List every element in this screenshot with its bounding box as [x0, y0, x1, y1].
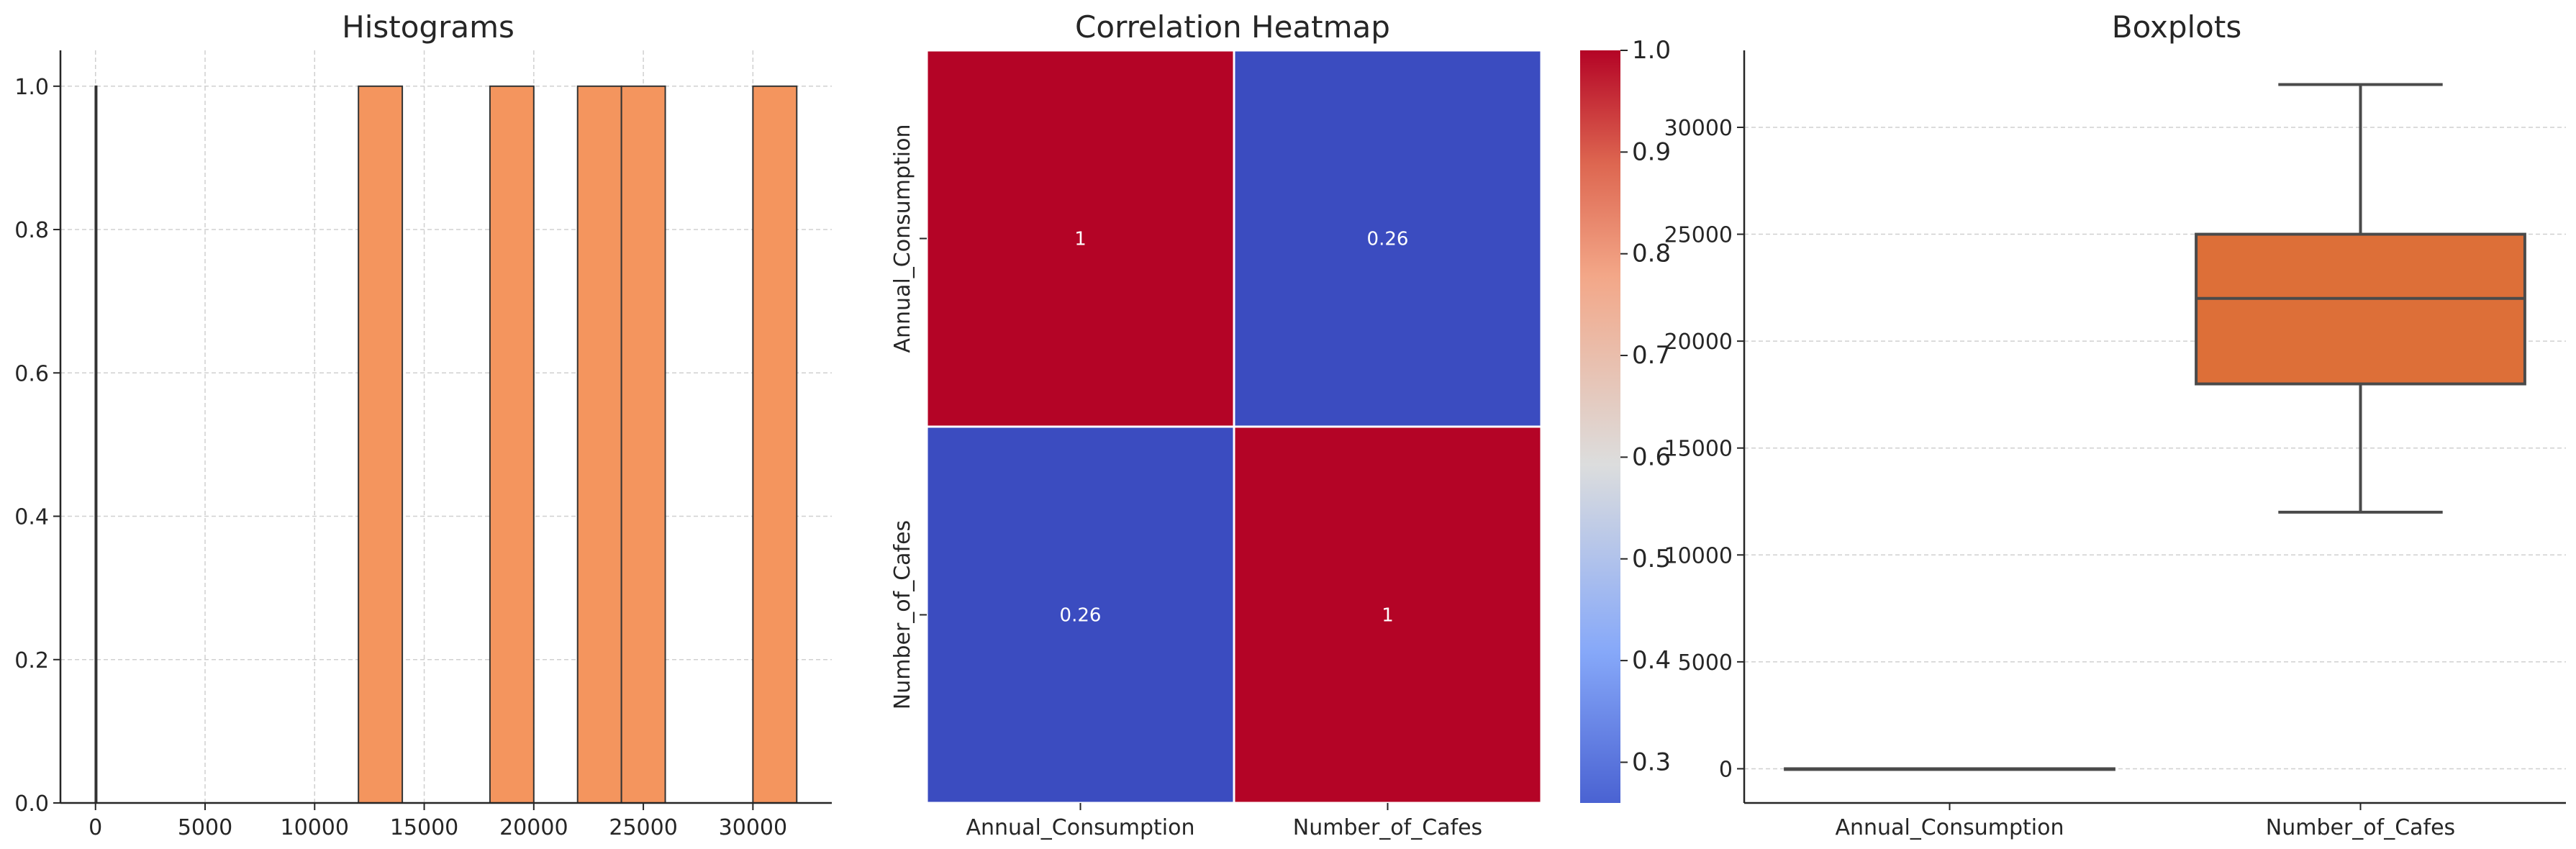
histogram-title: Histograms [342, 9, 514, 45]
heatmap-cell [925, 425, 1235, 804]
histogram-x-tick-label: 15000 [390, 815, 458, 840]
histogram-y-tick-label: 0.2 [14, 648, 49, 673]
colorbar-tick-label: 1.0 [1632, 36, 1671, 65]
histogram-x-tick-label: 20000 [499, 815, 568, 840]
heatmap-cell-label: 0.26 [1060, 605, 1102, 627]
heatmap-cell [1233, 49, 1543, 428]
heatmap-cell-label: 1 [1074, 229, 1087, 250]
boxplot-y-tick-label: 5000 [1678, 650, 1733, 676]
histogram-y-tick-label: 0.4 [14, 505, 49, 530]
histogram-bar [489, 85, 535, 804]
heatmap-x-label: Annual_Consumption [966, 815, 1195, 840]
histogram-y-tick-label: 0.8 [14, 218, 49, 243]
histogram-y-tick-label: 1.0 [14, 75, 49, 100]
histogram-x-tick-label: 25000 [609, 815, 677, 840]
histogram-bar [752, 85, 798, 804]
histogram-bar [620, 85, 666, 804]
colorbar-tick-label: 0.3 [1632, 748, 1671, 776]
colorbar [1580, 50, 1620, 803]
histogram-bars [94, 85, 798, 804]
histogram-ticks: 0 5000 10000 15000 20000 25000 30000 0.0 0.2 0.4 0… [14, 75, 787, 840]
heatmap-cells: 1 0.26 0.26 1 [925, 49, 1543, 804]
histogram-x-tick-label: 0 [89, 815, 102, 840]
boxplot-title: Boxplots [2112, 9, 2241, 45]
colorbar-tick-label: 0.4 [1632, 646, 1671, 675]
heatmap-cell [925, 49, 1235, 428]
heatmap-axis-labels: Annual_Consumption Number_of_Cafes Annual_… [890, 124, 1482, 840]
colorbar-tick-label: 0.7 [1632, 341, 1671, 370]
heatmap-cell [1233, 425, 1543, 804]
boxplot-y-tick-label: 25000 [1664, 223, 1733, 248]
boxplot-panel: Boxplots 0 5000 10000 15000 20000 25000 30000 A… [1664, 9, 2566, 840]
boxplot-y-tick-label: 0 [1719, 757, 1733, 782]
heatmap-y-label: Annual_Consumption [890, 124, 915, 353]
heatmap-cell-label: 1 [1382, 605, 1394, 627]
boxplot-x-tick-label: Annual_Consumption [1836, 815, 2064, 840]
colorbar-tick-label: 0.9 [1632, 137, 1671, 166]
heatmap-panel: Correlation Heatmap 1 0.26 0.26 1 Annual_Co… [890, 9, 1671, 840]
boxplot-boxes [1784, 83, 2526, 771]
boxplot-ticks: 0 5000 10000 15000 20000 25000 30000 Annual_Con… [1664, 116, 2456, 840]
histogram-y-tick-label: 0.6 [14, 361, 49, 386]
histogram-y-tick-label: 0.0 [14, 791, 49, 817]
boxplot-x-tick-label: Number_of_Cafes [2266, 815, 2455, 840]
heatmap-title: Correlation Heatmap [1075, 9, 1390, 45]
heatmap-y-label: Number_of_Cafes [890, 520, 915, 709]
histogram-grid [60, 50, 832, 804]
colorbar-tick-label: 0.5 [1632, 545, 1671, 573]
boxplot-box [2195, 232, 2526, 386]
heatmap-cell-label: 0.26 [1367, 229, 1409, 250]
histogram-bar [576, 85, 622, 804]
histogram-bar [94, 85, 98, 804]
boxplot-grid [1744, 127, 2566, 770]
colorbar-tick-label: 0.8 [1632, 240, 1671, 268]
histogram-x-tick-label: 30000 [719, 815, 787, 840]
colorbar-ticks: 0.3 0.4 0.5 0.6 0.7 0.8 0.9 1.0 [1620, 36, 1671, 776]
boxplot-y-tick-label: 15000 [1664, 437, 1733, 462]
colorbar-tick-label: 0.6 [1632, 442, 1671, 471]
histogram-x-tick-label: 10000 [281, 815, 349, 840]
histogram-panel: Histograms 0 5000 10000 15000 20000 25000 3000… [14, 9, 832, 840]
boxplot-y-tick-label: 30000 [1664, 116, 1733, 141]
boxplot-y-tick-label: 20000 [1664, 330, 1733, 355]
boxplot-y-tick-label: 10000 [1664, 543, 1733, 568]
histogram-bar [358, 85, 404, 804]
heatmap-x-label: Number_of_Cafes [1293, 815, 1482, 840]
histogram-x-tick-label: 5000 [178, 815, 232, 840]
